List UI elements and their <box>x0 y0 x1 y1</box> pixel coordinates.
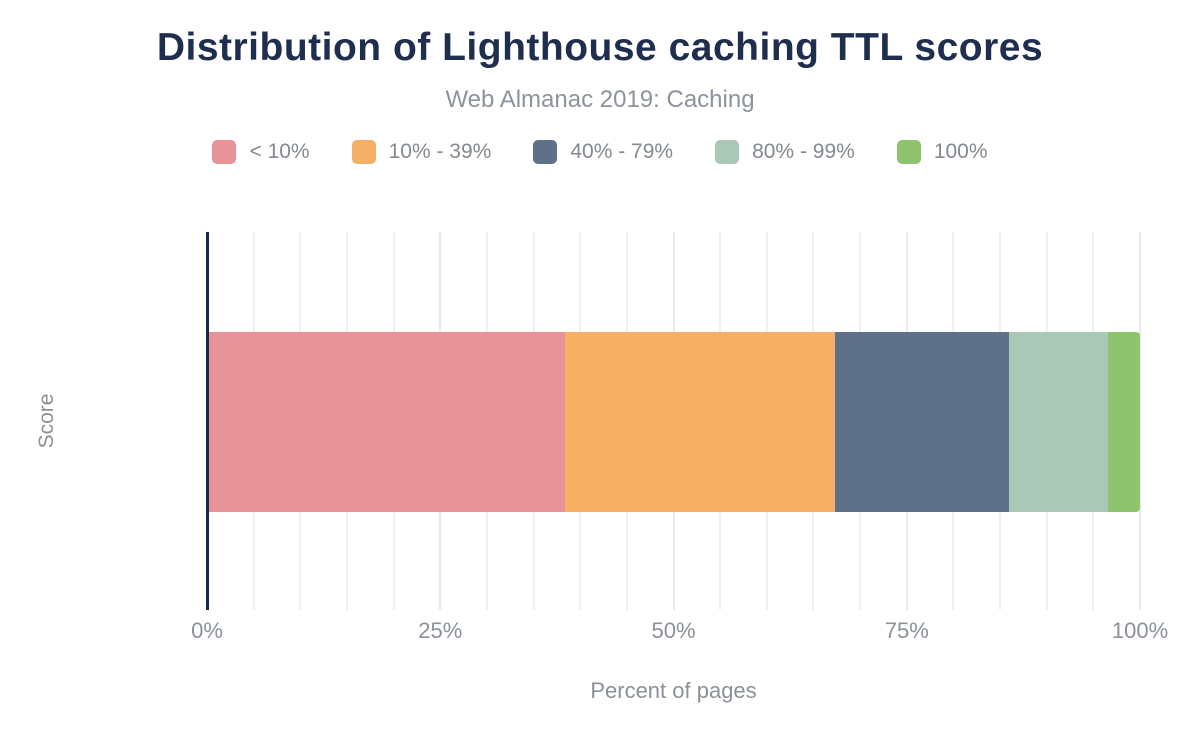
gridline <box>1139 232 1141 610</box>
legend-label: 40% - 79% <box>570 140 674 163</box>
chart-legend: < 10% 10% - 39% 40% - 79% 80% - 99% 100% <box>0 140 1200 164</box>
bar-segment-2[interactable] <box>834 332 1009 512</box>
x-tick-label: 0% <box>191 618 223 643</box>
bar-segment-4[interactable] <box>1108 332 1140 512</box>
legend-item-1[interactable]: 10% - 39% <box>351 140 492 164</box>
legend-swatch-icon <box>351 140 376 164</box>
plot-area <box>206 232 1141 610</box>
legend-label: < 10% <box>249 140 310 163</box>
legend-item-3[interactable]: 80% - 99% <box>715 140 855 164</box>
x-tick-label: 100% <box>1111 618 1169 643</box>
legend-item-2[interactable]: 40% - 79% <box>533 140 673 164</box>
legend-item-4[interactable]: 100% <box>896 140 988 164</box>
bar-segment-3[interactable] <box>1008 332 1109 512</box>
legend-swatch-icon <box>212 140 237 164</box>
legend-swatch-icon <box>715 140 740 164</box>
legend-label: 80% - 99% <box>752 140 855 163</box>
legend-label: 10% - 39% <box>388 140 492 163</box>
x-tick-label: 50% <box>651 618 696 643</box>
y-axis-title: Score <box>35 393 58 449</box>
bar-segment-0[interactable] <box>209 332 565 512</box>
legend-label: 100% <box>933 140 988 163</box>
stacked-bar <box>209 332 1140 512</box>
x-axis-title: Percent of pages <box>590 678 757 703</box>
chart-title: Distribution of Lighthouse caching TTL s… <box>156 26 1044 69</box>
bar-segment-1[interactable] <box>564 332 835 512</box>
legend-swatch-icon <box>896 140 921 164</box>
y-axis-line <box>206 232 209 610</box>
x-axis-ticks: 0% 25% 50% 75% 100% <box>191 618 1168 648</box>
legend-swatch-icon <box>533 140 558 164</box>
x-tick-label: 75% <box>884 618 929 643</box>
x-tick-label: 25% <box>418 618 463 643</box>
chart-subtitle: Web Almanac 2019: Caching <box>445 86 755 113</box>
legend-item-0[interactable]: < 10% <box>212 140 310 164</box>
